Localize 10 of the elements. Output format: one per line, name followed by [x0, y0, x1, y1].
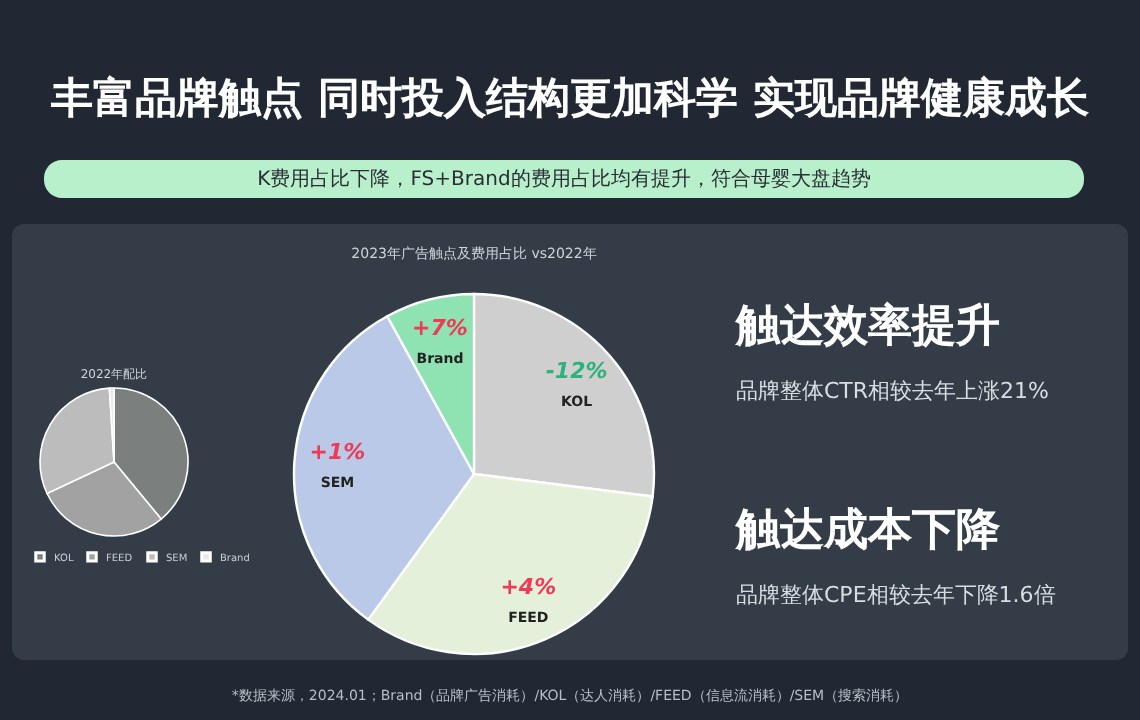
text: 触达效率提升 — [734, 300, 1000, 352]
text: +7% — [412, 315, 468, 342]
text: -12% — [545, 357, 608, 384]
text: K费用占比下降，FS+Brand的费用占比均有提升，符合母婴大盘趋势 — [257, 167, 871, 191]
text: 丰富品牌触点 同时投入结构更加科学 实现品牌健康成长 — [49, 74, 1091, 122]
text: +4% — [500, 573, 557, 600]
text: 品牌整体CTR相较去年上涨21% — [736, 378, 1049, 404]
text: 品牌整体CPE相较去年下降1.6倍 — [736, 582, 1056, 608]
text: 触达成本下降 — [734, 506, 1002, 556]
text: +1% — [309, 439, 366, 466]
